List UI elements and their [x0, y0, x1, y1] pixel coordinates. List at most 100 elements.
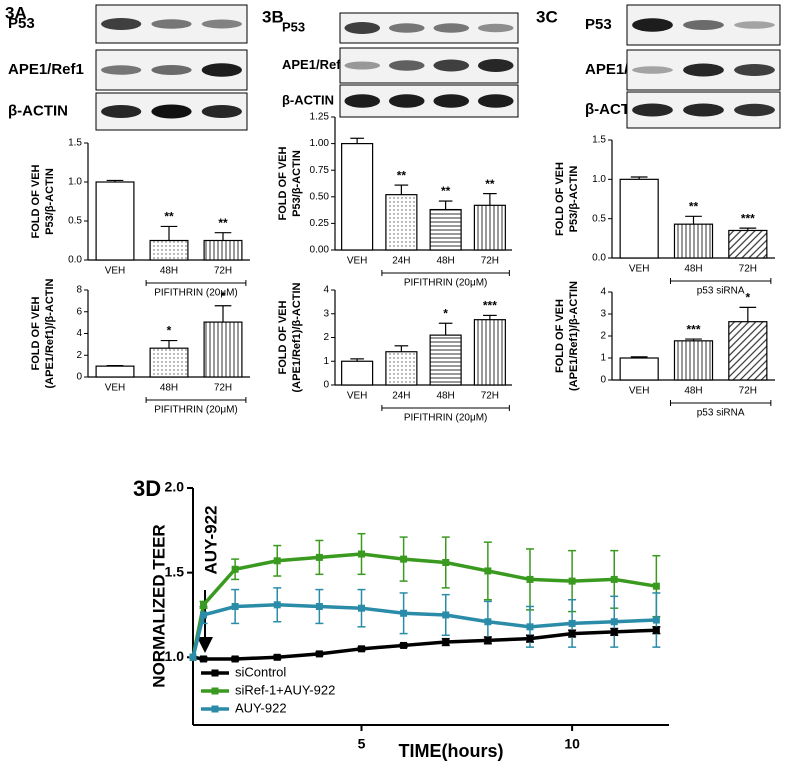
significance: ***	[686, 322, 700, 336]
point	[273, 653, 281, 661]
y-tick-label: 1.5	[68, 138, 82, 149]
y-tick-label: 1.5	[165, 563, 185, 579]
point	[526, 575, 534, 583]
blot-band	[201, 105, 242, 118]
blot-row-label: APE1/Ref1	[282, 57, 348, 72]
significance: **	[485, 177, 495, 191]
bar	[203, 239, 243, 261]
x-tick-label: 48H	[684, 386, 702, 397]
y-tick-label: 0.5	[68, 216, 82, 227]
y-tick-label: 4	[323, 285, 329, 296]
bar	[385, 194, 418, 251]
y-tick-label: 4	[600, 287, 606, 298]
blot-band	[734, 64, 775, 76]
legend-label: AUY-922	[235, 700, 287, 715]
blot-band	[477, 23, 514, 33]
blot-band	[433, 23, 470, 33]
point	[652, 582, 660, 590]
x-tick-label: VEH	[629, 386, 650, 397]
blot-band	[477, 94, 514, 108]
point	[315, 650, 323, 658]
significance: **	[397, 168, 407, 182]
blot-band	[734, 103, 775, 117]
point	[568, 577, 576, 585]
significance: **	[164, 210, 174, 224]
y-axis-label: P53/β-ACTIN	[568, 166, 580, 233]
point	[400, 609, 408, 617]
significance: *	[745, 291, 750, 305]
y-tick-label: 1.00	[310, 138, 330, 149]
bar	[473, 204, 506, 251]
y-tick-label: 2	[76, 350, 82, 361]
point	[442, 611, 450, 619]
blot-row-label: β-ACTIN	[282, 92, 334, 107]
significance: **	[218, 216, 228, 230]
blot-band	[388, 94, 425, 108]
blot-band	[201, 63, 242, 77]
y-tick-label: 1	[600, 353, 606, 364]
x-tick-label: VEH	[105, 266, 126, 277]
point	[442, 558, 450, 566]
y-tick-label: 0.25	[310, 218, 330, 229]
panel-label: 3D	[133, 476, 161, 501]
point	[273, 557, 281, 565]
point	[315, 553, 323, 561]
point	[315, 603, 323, 610]
bar	[429, 334, 462, 386]
x-tick-label: 48H	[684, 264, 702, 275]
point	[484, 618, 492, 626]
point	[400, 641, 408, 649]
x-tick-label: 72H	[739, 386, 757, 397]
x-tick-label: 24H	[392, 256, 410, 267]
point	[652, 626, 660, 634]
significance: ***	[483, 299, 497, 313]
x-tick-label: 72H	[481, 391, 499, 402]
point	[231, 565, 239, 573]
x-tick-label: VEH	[347, 256, 368, 267]
point	[189, 653, 197, 661]
y-axis-label: FOLD OF VEH	[30, 296, 42, 370]
point	[610, 575, 618, 583]
point	[200, 655, 208, 663]
point	[357, 645, 365, 653]
point	[442, 638, 450, 646]
annotation: AUY-922	[201, 506, 220, 575]
x-tick-label: 10	[564, 736, 580, 752]
bar	[619, 178, 659, 259]
y-tick-label: 1	[323, 356, 329, 367]
bar	[429, 208, 462, 251]
blot-band	[344, 22, 381, 34]
bar	[728, 229, 768, 259]
group-label: PIFITHRIN (20μM)	[154, 405, 238, 416]
series-line	[191, 603, 657, 658]
x-tick-label: 24H	[392, 391, 410, 402]
y-tick-label: 0	[600, 375, 606, 386]
group-label: p53 siRNA	[697, 408, 745, 419]
point	[526, 623, 534, 631]
point	[231, 655, 239, 663]
bar	[95, 365, 135, 378]
blot-band	[151, 104, 192, 119]
bar	[385, 351, 418, 386]
point	[357, 604, 365, 612]
point	[568, 619, 576, 627]
y-axis-label: NORMALIZED TEER	[149, 524, 168, 687]
y-tick-label: 0.50	[310, 191, 330, 202]
x-tick-label: 72H	[739, 264, 757, 275]
bar	[619, 357, 659, 381]
significance: *	[167, 324, 172, 338]
y-tick-label: 1.5	[592, 135, 606, 146]
y-axis-label: (APE1/Ref1)/β-ACTIN	[291, 282, 303, 392]
y-axis-label: (APE1/Ref1)/β-ACTIN	[44, 278, 56, 388]
y-tick-label: 1.0	[68, 177, 82, 188]
y-tick-label: 0.0	[68, 255, 82, 266]
point	[200, 601, 208, 609]
blot-band	[683, 20, 724, 30]
series-line	[192, 628, 657, 661]
y-tick-label: 0	[76, 372, 82, 383]
blot-band	[388, 60, 425, 71]
y-axis-label: FOLD OF VEH	[277, 146, 289, 220]
blot-band	[151, 19, 192, 29]
y-tick-label: 4	[76, 328, 82, 339]
